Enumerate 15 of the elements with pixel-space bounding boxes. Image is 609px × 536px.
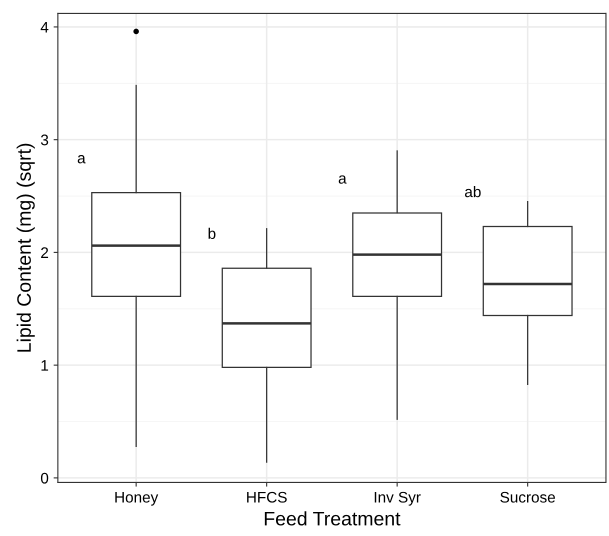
x-tick-label: Sucrose: [500, 492, 555, 503]
annotation: a: [338, 175, 347, 184]
y-tick-label: 1: [41, 360, 48, 371]
x-tick-label: HFCS: [247, 492, 287, 503]
y-axis-title: Lipid Content (mg) (sqrt): [16, 144, 35, 352]
annotation: ab: [465, 186, 481, 198]
annotation: b: [208, 228, 216, 239]
x-axis-title: Feed Treatment: [264, 511, 400, 526]
x-tick-label: Honey: [115, 492, 158, 506]
annotation: a: [78, 155, 86, 164]
x-tick-label: Inv Syr: [374, 492, 421, 506]
y-tick-label: 0: [40, 472, 48, 484]
y-tick-label: 2: [41, 247, 48, 258]
y-tick-label: 4: [40, 22, 48, 32]
y-tick-label: 3: [40, 134, 48, 146]
